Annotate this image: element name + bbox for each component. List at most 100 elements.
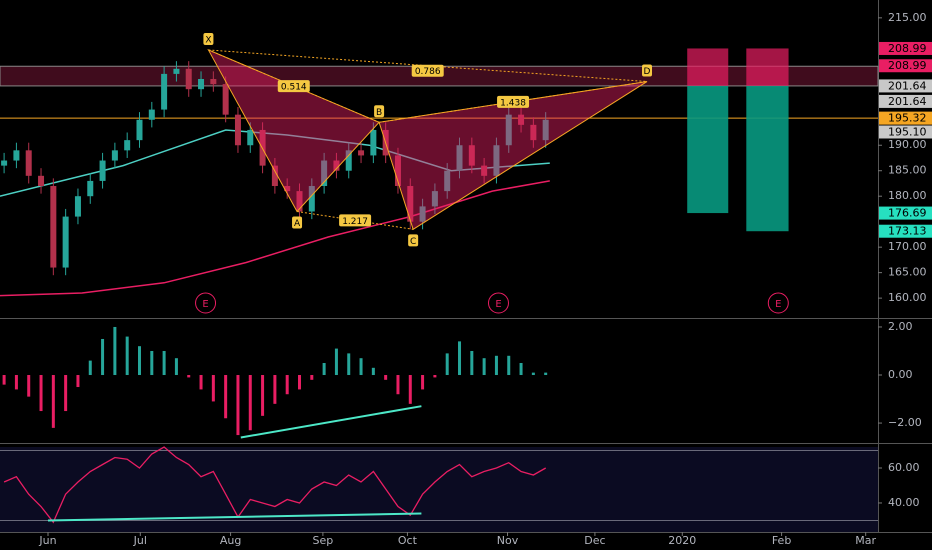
ratio-box bbox=[277, 80, 310, 93]
x-tick-label: Nov bbox=[497, 534, 519, 547]
x-tick-label: 2020 bbox=[668, 534, 696, 547]
pattern-leg bbox=[208, 49, 648, 83]
histogram-bar bbox=[137, 346, 141, 376]
divergence-line bbox=[240, 405, 422, 439]
histogram-bar bbox=[187, 375, 191, 378]
histogram-bar bbox=[27, 375, 31, 397]
candle-body bbox=[13, 150, 20, 161]
candle-body bbox=[407, 186, 414, 222]
candle-body bbox=[62, 216, 69, 268]
x-tick-label: Jun bbox=[38, 534, 56, 547]
histogram-bar bbox=[531, 372, 535, 376]
candle-body bbox=[370, 129, 377, 156]
earnings-marker bbox=[767, 292, 789, 314]
candle-body bbox=[124, 140, 131, 151]
x-tick-label: Oct bbox=[398, 534, 418, 547]
candle-body bbox=[50, 186, 57, 268]
histogram-bar bbox=[2, 375, 6, 385]
histogram-bar bbox=[482, 358, 486, 376]
pattern-point bbox=[408, 234, 419, 247]
pattern-point bbox=[203, 32, 214, 45]
histogram-bar bbox=[494, 355, 498, 376]
y-tick-label: −2.00 bbox=[888, 416, 922, 429]
moving-average bbox=[0, 129, 550, 197]
target-profit bbox=[687, 85, 729, 214]
y-tick-label: 60.00 bbox=[888, 461, 920, 474]
pattern-leg bbox=[296, 210, 414, 230]
target-profit bbox=[746, 85, 789, 232]
pattern-point-label: A bbox=[294, 219, 301, 229]
histogram-bar bbox=[334, 348, 338, 376]
y-tick-label: 185.00 bbox=[888, 164, 927, 177]
candle-body bbox=[185, 68, 192, 90]
y-tick-label: 165.00 bbox=[888, 266, 927, 279]
candle-body bbox=[493, 145, 500, 176]
histogram-bar bbox=[445, 353, 449, 376]
price-tag bbox=[879, 59, 932, 73]
x-tick-label: Mar bbox=[855, 534, 876, 547]
histogram-bar bbox=[51, 375, 55, 428]
ratio-label: 1.217 bbox=[342, 217, 368, 227]
ratio-box bbox=[339, 214, 372, 227]
target-stop bbox=[687, 48, 729, 86]
rsi-line bbox=[3, 446, 547, 524]
histogram-bar bbox=[88, 360, 92, 376]
price-tag-label: 201.64 bbox=[888, 79, 927, 92]
candle-body bbox=[99, 160, 106, 181]
candle-body bbox=[345, 150, 352, 171]
candle-body bbox=[247, 129, 254, 146]
candle-body bbox=[308, 186, 315, 212]
candle-body bbox=[210, 78, 217, 85]
candle-body bbox=[173, 68, 180, 74]
histogram-bar bbox=[174, 358, 178, 376]
candle-body bbox=[542, 119, 549, 141]
earnings-label: E bbox=[495, 299, 501, 310]
ratio-label: 0.786 bbox=[415, 67, 441, 77]
candle-body bbox=[358, 150, 365, 156]
price-tag bbox=[879, 41, 932, 55]
candle-body bbox=[284, 186, 291, 192]
price-tag bbox=[879, 125, 932, 139]
candle-body bbox=[505, 114, 512, 146]
price-tag bbox=[879, 224, 932, 238]
histogram-bar bbox=[64, 375, 68, 412]
y-tick-label: 170.00 bbox=[888, 240, 927, 253]
histogram-bar bbox=[285, 375, 289, 395]
y-tick-label: 215.00 bbox=[888, 11, 927, 24]
candle-body bbox=[38, 175, 45, 187]
histogram-bar bbox=[470, 350, 474, 376]
histogram-bar bbox=[544, 372, 548, 376]
candle-body bbox=[530, 124, 537, 141]
x-tick-label: Sep bbox=[313, 534, 334, 547]
y-tick-label: 160.00 bbox=[888, 291, 927, 304]
histogram-bar bbox=[458, 341, 462, 376]
earnings-label: E bbox=[775, 299, 781, 310]
x-tick-label: Aug bbox=[220, 534, 241, 547]
x-tick-label: Feb bbox=[772, 534, 791, 547]
y-tick-label: 0.00 bbox=[888, 368, 913, 381]
candle-body bbox=[198, 78, 205, 90]
histogram-bar bbox=[150, 350, 154, 376]
histogram-bar bbox=[371, 367, 375, 376]
histogram-bar bbox=[76, 375, 80, 388]
candle-body bbox=[431, 191, 438, 207]
pattern-point bbox=[642, 64, 653, 77]
x-tick-label: Jul bbox=[133, 534, 147, 547]
histogram-bar bbox=[199, 375, 203, 390]
histogram-bar bbox=[408, 375, 412, 404]
histogram-bar bbox=[101, 338, 105, 376]
earnings-marker bbox=[195, 292, 217, 314]
candle-body bbox=[518, 114, 525, 125]
histogram-bar bbox=[162, 350, 166, 376]
histogram-bar bbox=[421, 375, 425, 390]
histogram-bar bbox=[298, 375, 302, 390]
histogram-bar bbox=[211, 375, 215, 402]
pattern-point-label: D bbox=[644, 67, 651, 77]
y-tick-label: 180.00 bbox=[888, 189, 927, 202]
histogram-bar bbox=[113, 326, 117, 376]
histogram-bar bbox=[347, 353, 351, 376]
price-tag-label: 195.10 bbox=[888, 125, 927, 138]
price-tag-label: 208.99 bbox=[888, 59, 927, 72]
target-stop bbox=[746, 48, 789, 86]
histogram-bar bbox=[261, 375, 265, 416]
